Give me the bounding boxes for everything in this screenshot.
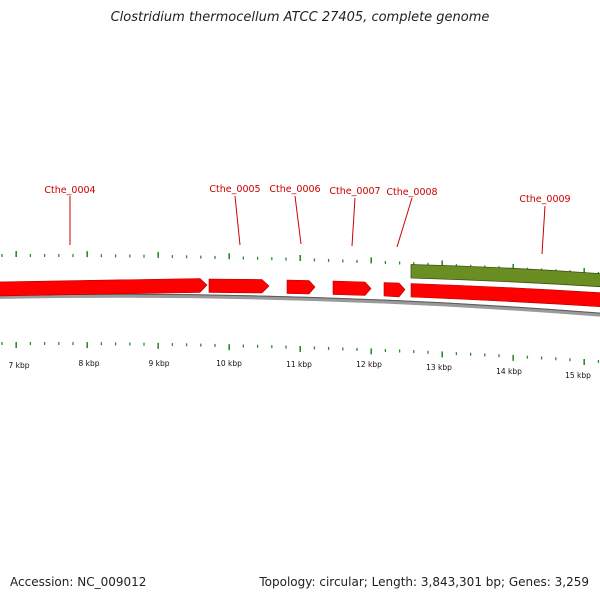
gene-cthe-0005[interactable] (208, 278, 270, 294)
gene-label-cthe-0009[interactable]: Cthe_0009 (519, 194, 570, 205)
map-title: Clostridium thermocellum ATCC 27405, com… (110, 10, 490, 25)
kbp-scale-labels: 7 kbp 8 kbp 9 kbp 10 kbp 11 kbp 12 kbp 1… (8, 359, 591, 380)
gene-cthe-0006[interactable] (286, 279, 316, 295)
gene-cthe-0007[interactable] (332, 280, 372, 296)
gene-cthe-0009[interactable] (410, 283, 600, 308)
kbp-label-7: 7 kbp (8, 361, 29, 370)
kbp-label-8: 8 kbp (78, 359, 99, 368)
kbp-label-12: 12 kbp (356, 360, 382, 369)
gene-labels: Cthe_0004 Cthe_0005 Cthe_0006 Cthe_0007 … (44, 184, 570, 205)
kbp-label-11: 11 kbp (286, 360, 312, 369)
gene-reverse-strand[interactable] (410, 264, 600, 288)
genome-summary-text: Topology: circular; Length: 3,843,301 bp… (259, 575, 589, 589)
gene-label-cthe-0004[interactable]: Cthe_0004 (44, 185, 95, 196)
forward-strand-genes (0, 278, 600, 308)
kbp-label-9: 9 kbp (148, 359, 169, 368)
accession-text: Accession: NC_009012 (10, 575, 147, 589)
gene-cthe-0008[interactable] (383, 282, 406, 298)
kbp-label-14: 14 kbp (496, 367, 522, 376)
kbp-label-15: 15 kbp (565, 371, 591, 380)
kbp-label-10: 10 kbp (216, 359, 242, 368)
gene-label-cthe-0005[interactable]: Cthe_0005 (209, 184, 260, 195)
gene-label-leaders (69, 195, 546, 255)
genome-backbone (0, 293, 600, 317)
gene-label-cthe-0008[interactable]: Cthe_0008 (386, 187, 437, 198)
gene-label-cthe-0006[interactable]: Cthe_0006 (269, 184, 320, 195)
gene-label-cthe-0007[interactable]: Cthe_0007 (329, 186, 380, 197)
kbp-label-13: 13 kbp (426, 363, 452, 372)
gene-cthe-0004[interactable] (0, 278, 208, 297)
tick-marks-lower (1, 342, 600, 365)
